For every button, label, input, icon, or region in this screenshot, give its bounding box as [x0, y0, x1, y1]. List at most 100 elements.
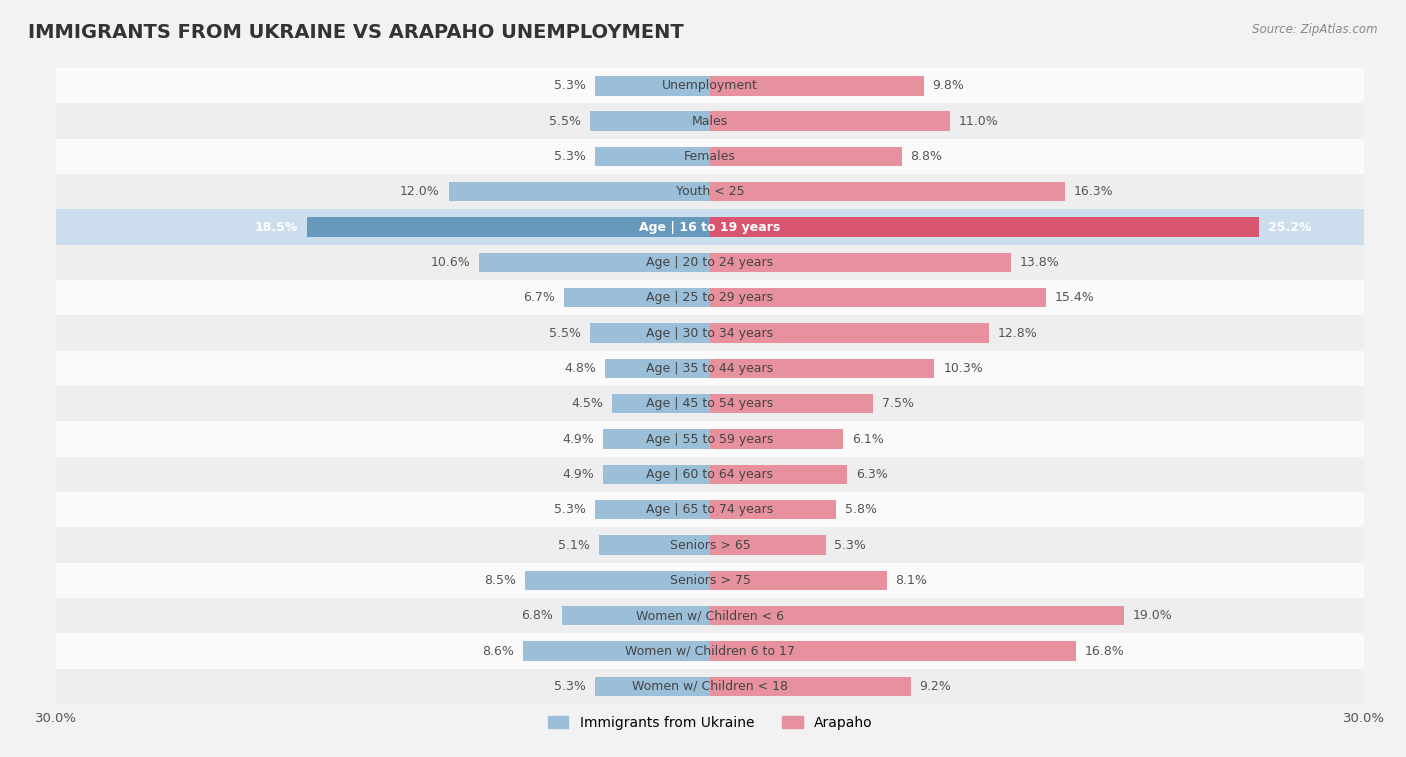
Text: Males: Males	[692, 114, 728, 128]
Text: Source: ZipAtlas.com: Source: ZipAtlas.com	[1253, 23, 1378, 36]
Legend: Immigrants from Ukraine, Arapaho: Immigrants from Ukraine, Arapaho	[543, 710, 877, 735]
Text: 7.5%: 7.5%	[882, 397, 914, 410]
Bar	[710, 394, 873, 413]
Bar	[56, 104, 1364, 139]
Text: 5.3%: 5.3%	[554, 79, 586, 92]
Bar	[710, 182, 1066, 201]
Text: 5.5%: 5.5%	[550, 326, 582, 340]
Bar	[710, 606, 1125, 625]
Text: 9.2%: 9.2%	[920, 680, 950, 693]
Bar	[56, 598, 1364, 634]
Text: 8.6%: 8.6%	[482, 644, 515, 658]
Bar	[710, 217, 1260, 237]
Text: 5.3%: 5.3%	[554, 150, 586, 163]
Text: 8.5%: 8.5%	[484, 574, 516, 587]
Text: Age | 35 to 44 years: Age | 35 to 44 years	[647, 362, 773, 375]
Bar	[710, 465, 848, 484]
Text: 16.3%: 16.3%	[1074, 185, 1114, 198]
Text: Women w/ Children 6 to 17: Women w/ Children 6 to 17	[626, 644, 794, 658]
Text: 4.9%: 4.9%	[562, 432, 595, 446]
Bar	[710, 571, 887, 590]
Text: Age | 30 to 34 years: Age | 30 to 34 years	[647, 326, 773, 340]
Bar	[56, 245, 1364, 280]
Bar	[591, 111, 710, 131]
Text: 25.2%: 25.2%	[1268, 220, 1312, 234]
Bar	[56, 634, 1364, 668]
Text: 5.3%: 5.3%	[834, 538, 866, 552]
Text: Seniors > 75: Seniors > 75	[669, 574, 751, 587]
Text: Unemployment: Unemployment	[662, 79, 758, 92]
Bar	[564, 288, 710, 307]
Bar	[591, 323, 710, 343]
Bar	[56, 668, 1364, 704]
Bar	[56, 562, 1364, 598]
Bar	[710, 429, 844, 449]
Bar	[710, 677, 911, 696]
Bar	[710, 253, 1011, 273]
Bar	[449, 182, 710, 201]
Text: 10.6%: 10.6%	[430, 256, 470, 269]
Bar	[595, 500, 710, 519]
Bar	[56, 456, 1364, 492]
Text: 16.8%: 16.8%	[1085, 644, 1125, 658]
Text: Age | 55 to 59 years: Age | 55 to 59 years	[647, 432, 773, 446]
Text: 12.8%: 12.8%	[998, 326, 1038, 340]
Bar	[606, 359, 710, 378]
Text: 5.3%: 5.3%	[554, 503, 586, 516]
Bar	[56, 210, 1364, 245]
Text: 5.3%: 5.3%	[554, 680, 586, 693]
Bar	[56, 422, 1364, 456]
Text: 19.0%: 19.0%	[1133, 609, 1173, 622]
Text: Women w/ Children < 18: Women w/ Children < 18	[633, 680, 787, 693]
Bar	[603, 429, 710, 449]
Text: 5.5%: 5.5%	[550, 114, 582, 128]
Bar	[56, 492, 1364, 528]
Bar	[562, 606, 710, 625]
Bar	[56, 528, 1364, 562]
Bar	[307, 217, 710, 237]
Text: 4.8%: 4.8%	[565, 362, 596, 375]
Text: 6.1%: 6.1%	[852, 432, 883, 446]
Text: 4.5%: 4.5%	[571, 397, 603, 410]
Text: Women w/ Children < 6: Women w/ Children < 6	[636, 609, 785, 622]
Bar	[612, 394, 710, 413]
Bar	[710, 111, 950, 131]
Text: Age | 16 to 19 years: Age | 16 to 19 years	[640, 220, 780, 234]
Text: 11.0%: 11.0%	[959, 114, 998, 128]
Bar	[56, 386, 1364, 422]
Bar	[479, 253, 710, 273]
Bar	[710, 500, 837, 519]
Text: 5.1%: 5.1%	[558, 538, 591, 552]
Bar	[56, 174, 1364, 210]
Text: 13.8%: 13.8%	[1019, 256, 1059, 269]
Bar	[710, 76, 924, 95]
Bar	[56, 280, 1364, 316]
Text: 5.8%: 5.8%	[845, 503, 877, 516]
Text: 6.7%: 6.7%	[523, 291, 555, 304]
Text: Age | 60 to 64 years: Age | 60 to 64 years	[647, 468, 773, 481]
Text: 6.3%: 6.3%	[856, 468, 887, 481]
Bar	[595, 147, 710, 167]
Text: Youth < 25: Youth < 25	[676, 185, 744, 198]
Text: 4.9%: 4.9%	[562, 468, 595, 481]
Text: 8.1%: 8.1%	[896, 574, 927, 587]
Bar	[710, 359, 935, 378]
Bar	[599, 535, 710, 555]
Bar	[523, 641, 710, 661]
Text: 15.4%: 15.4%	[1054, 291, 1094, 304]
Text: 12.0%: 12.0%	[401, 185, 440, 198]
Bar	[56, 139, 1364, 174]
Bar	[56, 316, 1364, 350]
Text: 8.8%: 8.8%	[911, 150, 942, 163]
Text: Age | 45 to 54 years: Age | 45 to 54 years	[647, 397, 773, 410]
Text: 9.8%: 9.8%	[932, 79, 965, 92]
Text: 18.5%: 18.5%	[254, 220, 298, 234]
Bar	[710, 147, 901, 167]
Text: Seniors > 65: Seniors > 65	[669, 538, 751, 552]
Bar	[710, 535, 825, 555]
Bar	[56, 350, 1364, 386]
Bar	[710, 641, 1076, 661]
Bar	[595, 76, 710, 95]
Bar	[603, 465, 710, 484]
Text: Age | 65 to 74 years: Age | 65 to 74 years	[647, 503, 773, 516]
